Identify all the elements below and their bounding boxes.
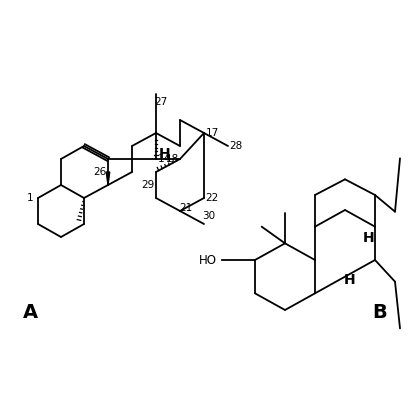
Text: H: H [363, 231, 374, 245]
Text: 22: 22 [205, 193, 219, 203]
Polygon shape [106, 172, 110, 185]
Text: 14: 14 [157, 154, 171, 164]
Text: H: H [159, 147, 171, 161]
Text: 29: 29 [142, 180, 155, 190]
Text: 17: 17 [205, 128, 219, 138]
Text: HO: HO [199, 253, 217, 266]
Text: H: H [344, 273, 356, 287]
Text: 28: 28 [229, 141, 243, 151]
Text: 1: 1 [27, 193, 33, 203]
Text: 21: 21 [180, 203, 193, 213]
Text: 26: 26 [93, 167, 106, 177]
Text: 18: 18 [165, 154, 179, 164]
Text: A: A [22, 304, 38, 322]
Text: B: B [373, 304, 387, 322]
Text: 27: 27 [154, 97, 168, 107]
Text: 30: 30 [202, 211, 215, 221]
